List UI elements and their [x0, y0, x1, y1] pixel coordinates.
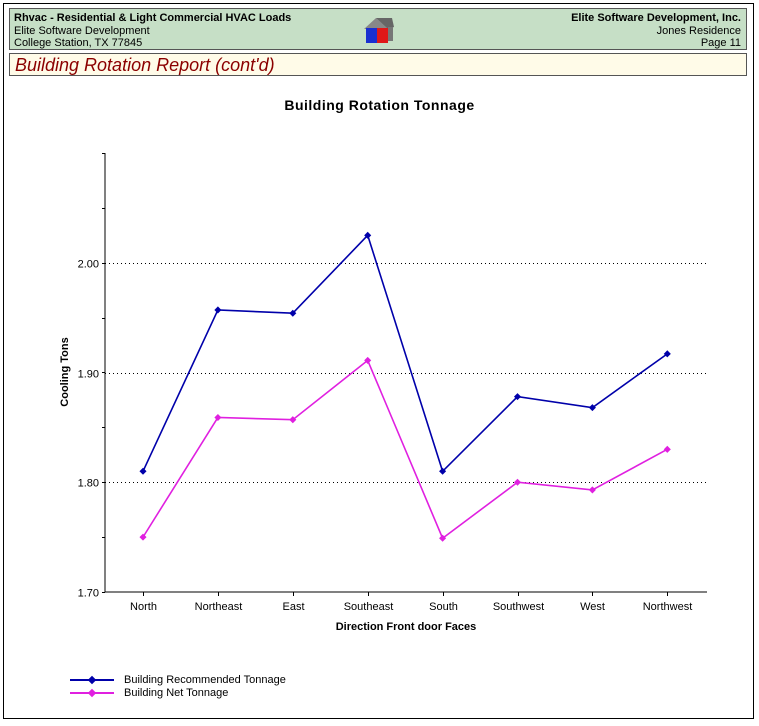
legend-label-net: Building Net Tonnage — [124, 687, 229, 699]
project-name: Jones Residence — [656, 25, 741, 37]
data-point-0-6 — [588, 404, 596, 412]
company-name: Elite Software Development — [14, 25, 150, 37]
data-point-0-1 — [214, 306, 222, 314]
x-tick-label: North — [130, 601, 157, 613]
x-tick-label: Northeast — [195, 601, 243, 613]
data-point-1-3 — [364, 356, 372, 364]
legend-label-recommended: Building Recommended Tonnage — [124, 674, 286, 686]
data-point-1-5 — [513, 478, 522, 486]
x-tick-label: Southwest — [493, 601, 544, 613]
data-point-0-5 — [513, 393, 522, 401]
y-axis-title: Cooling Tons — [59, 337, 71, 406]
x-tick-label: Northwest — [643, 601, 693, 613]
legend-swatch-recommended — [70, 675, 114, 685]
report-frame — [3, 3, 754, 719]
data-point-0-2 — [289, 309, 297, 317]
data-point-1-6 — [588, 486, 596, 494]
y-tick-label: 2.00 — [78, 259, 99, 271]
page-number: Page 11 — [700, 37, 741, 49]
company-address: College Station, TX 77845 — [14, 37, 143, 49]
x-tick-label: West — [580, 601, 605, 613]
x-tick-label: South — [429, 601, 458, 613]
data-point-0-3 — [364, 231, 372, 239]
series-line-0 — [142, 233, 668, 473]
report-title: Building Rotation Report (cont'd) — [15, 55, 275, 75]
x-tick-label: Southeast — [344, 601, 394, 613]
house-logo-icon — [364, 18, 394, 43]
x-axis-title: Direction Front door Faces — [336, 621, 477, 633]
data-point-1-1 — [214, 413, 222, 422]
vendor-name: Elite Software Development, Inc. — [571, 12, 741, 24]
report-header: Rhvac - Residential & Light Commercial H… — [9, 8, 747, 50]
data-point-1-2 — [289, 416, 297, 424]
legend-swatch-net — [70, 688, 114, 698]
chart-title: Building Rotation Tonnage — [284, 97, 475, 113]
data-point-1-7 — [663, 445, 671, 453]
x-tick-label: East — [282, 601, 304, 613]
data-point-0-0 — [139, 467, 147, 475]
series-line-1 — [142, 359, 668, 540]
y-tick-label: 1.70 — [78, 588, 99, 600]
data-point-0-4 — [439, 467, 447, 475]
data-point-1-0 — [139, 533, 147, 541]
y-tick-label: 1.90 — [78, 369, 99, 381]
app-title: Rhvac - Residential & Light Commercial H… — [14, 12, 292, 24]
report-title-bar: Building Rotation Report (cont'd) — [9, 53, 747, 76]
y-tick-label: 1.80 — [78, 478, 99, 490]
data-point-1-4 — [439, 534, 447, 542]
data-point-0-7 — [663, 350, 671, 358]
